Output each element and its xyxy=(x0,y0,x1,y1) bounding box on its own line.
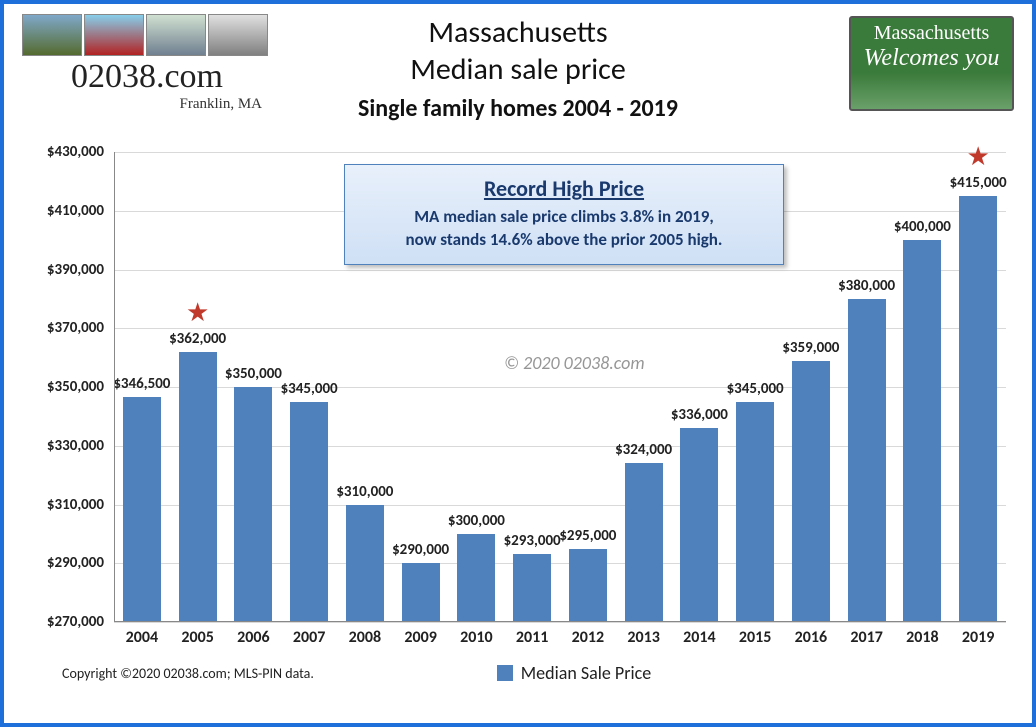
bar xyxy=(848,299,886,622)
gridline xyxy=(114,622,1006,623)
bar xyxy=(513,554,551,622)
y-tick-label: $410,000 xyxy=(47,202,104,220)
bar-value-label: $346,500 xyxy=(113,375,170,393)
bar-value-label: $345,000 xyxy=(281,380,338,398)
callout-box: Record High Price MA median sale price c… xyxy=(344,164,784,265)
bar-value-label: $362,000 xyxy=(169,330,226,348)
x-tick-label: 2005 xyxy=(170,624,226,652)
bar xyxy=(736,402,774,622)
x-tick-label: 2007 xyxy=(281,624,337,652)
star-icon: ★ xyxy=(186,296,209,328)
legend: Median Sale Price xyxy=(497,662,651,684)
copyright-text: Copyright ©2020 02038.com; MLS-PIN data. xyxy=(62,665,314,682)
bar-slot: $415,000★ xyxy=(950,152,1006,622)
chart-footer: Copyright ©2020 02038.com; MLS-PIN data.… xyxy=(22,662,1014,684)
welcome-sign-badge: Massachusetts Welcomes you xyxy=(849,16,1014,111)
plot-region: $346,500$362,000★$350,000$345,000$310,00… xyxy=(114,152,1006,622)
bar xyxy=(792,361,830,622)
x-axis-labels: 2004200520062007200820092010201120122013… xyxy=(114,624,1006,652)
bar xyxy=(625,463,663,622)
bar-value-label: $400,000 xyxy=(894,218,951,236)
y-tick-label: $330,000 xyxy=(47,437,104,455)
bar-slot: $362,000 ★ xyxy=(170,152,226,622)
star-icon: ★ xyxy=(966,140,989,172)
y-tick-label: $310,000 xyxy=(47,496,104,514)
bar xyxy=(457,534,495,622)
bar-value-label: $415,000 xyxy=(950,174,1007,192)
bar-value-label: $324,000 xyxy=(615,441,672,459)
bar xyxy=(402,563,440,622)
callout-body: MA median sale price climbs 3.8% in 2019… xyxy=(359,206,769,252)
y-tick-label: $270,000 xyxy=(47,613,104,631)
x-tick-label: 2012 xyxy=(560,624,616,652)
x-tick-label: 2019 xyxy=(950,624,1006,652)
bar-value-label: $350,000 xyxy=(225,365,282,383)
x-tick-label: 2009 xyxy=(393,624,449,652)
bar-value-label: $295,000 xyxy=(559,527,616,545)
y-tick-label: $290,000 xyxy=(47,554,104,572)
bar xyxy=(179,352,217,622)
bar-value-label: $345,000 xyxy=(727,380,784,398)
bar-slot: $359,000 xyxy=(783,152,839,622)
x-tick-label: 2015 xyxy=(727,624,783,652)
x-tick-label: 2011 xyxy=(504,624,560,652)
bar-slot: $346,500 xyxy=(114,152,170,622)
x-tick-label: 2016 xyxy=(783,624,839,652)
callout-heading: Record High Price xyxy=(359,175,769,202)
y-tick-label: $350,000 xyxy=(47,378,104,396)
bar-value-label: $359,000 xyxy=(782,339,839,357)
logo-domain-text: 02038.com xyxy=(22,58,272,96)
y-tick-label: $390,000 xyxy=(47,261,104,279)
y-tick-label: $370,000 xyxy=(47,319,104,337)
logo-tagline: Franklin, MA xyxy=(22,96,262,113)
bar xyxy=(903,240,941,622)
bar-value-label: $300,000 xyxy=(448,512,505,530)
x-tick-label: 2006 xyxy=(226,624,282,652)
bar xyxy=(123,397,161,622)
chart-area: $270,000 $290,000 $310,000 $330,000 $350,000… xyxy=(32,152,1014,652)
bar-value-label: $336,000 xyxy=(671,406,728,424)
bar-slot: $400,000 xyxy=(895,152,951,622)
badge-welcome: Welcomes you xyxy=(855,45,1008,72)
logo-02038: 02038.com Franklin, MA xyxy=(22,14,272,113)
bar xyxy=(290,402,328,622)
chart-header: 02038.com Franklin, MA Massachusetts Wel… xyxy=(22,14,1014,144)
bar-slot: $380,000 xyxy=(839,152,895,622)
y-axis: $270,000$290,000$310,000$330,000$350,000… xyxy=(32,152,110,622)
watermark-text: © 2020 02038.com xyxy=(504,352,645,374)
bar xyxy=(569,549,607,622)
legend-swatch xyxy=(497,665,513,681)
bar-value-label: $310,000 xyxy=(336,483,393,501)
bar-value-label: $380,000 xyxy=(838,277,895,295)
bar xyxy=(346,505,384,623)
x-tick-label: 2008 xyxy=(337,624,393,652)
bar-value-label: $290,000 xyxy=(392,541,449,559)
bar xyxy=(959,196,997,622)
badge-state: Massachusetts xyxy=(855,22,1008,45)
y-tick-label: $430,000 xyxy=(47,143,104,161)
bar-slot: $350,000 xyxy=(226,152,282,622)
x-tick-label: 2010 xyxy=(449,624,505,652)
bar xyxy=(680,428,718,622)
x-tick-label: 2018 xyxy=(895,624,951,652)
legend-label: Median Sale Price xyxy=(521,662,651,684)
x-tick-label: 2013 xyxy=(616,624,672,652)
x-tick-label: 2014 xyxy=(672,624,728,652)
x-tick-label: 2004 xyxy=(114,624,170,652)
x-tick-label: 2017 xyxy=(839,624,895,652)
bar-slot: $345,000 xyxy=(281,152,337,622)
bar xyxy=(234,387,272,622)
bar-value-label: $293,000 xyxy=(504,532,561,550)
